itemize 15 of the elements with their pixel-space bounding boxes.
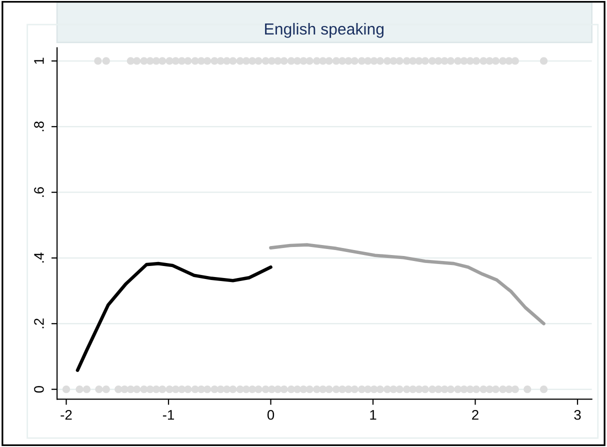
y-tick-label: .8 [34, 121, 44, 132]
x-tick-label: -2 [60, 410, 72, 420]
line-series [269, 243, 546, 326]
y-tick-label: .4 [34, 252, 44, 262]
y-tick-label: .6 [34, 187, 44, 197]
x-tick-label: 0 [267, 410, 274, 420]
x-tick-label: 3 [574, 410, 581, 420]
y-tick-label: .2 [34, 318, 44, 328]
x-tick-label: -1 [162, 410, 174, 420]
x-tick-label: 1 [370, 410, 376, 420]
chart-title: English speaking [265, 22, 384, 38]
line-series [76, 262, 272, 372]
y-tick-label: 0 [34, 386, 44, 393]
y-tick-label: 1 [34, 58, 44, 64]
x-tick-label: 2 [472, 410, 478, 420]
